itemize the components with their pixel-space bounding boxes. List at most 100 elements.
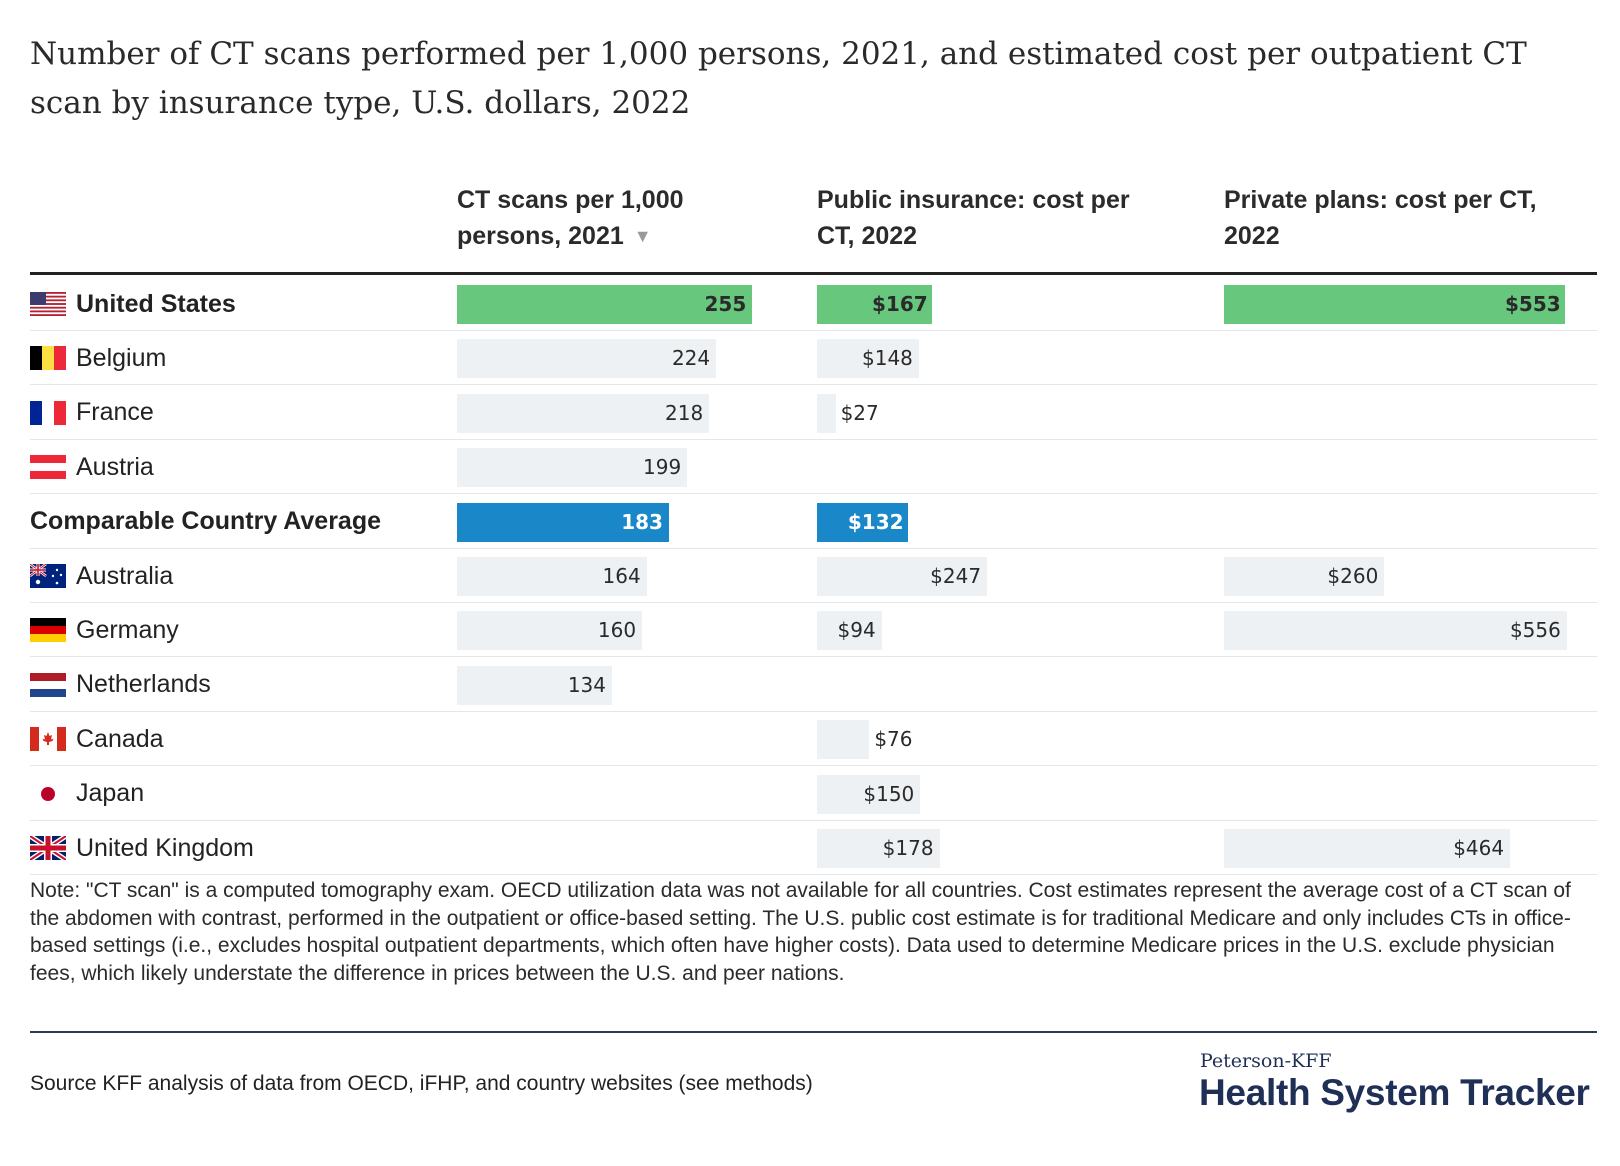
country-name: United States: [76, 289, 236, 318]
country-name: Canada: [76, 724, 164, 753]
public-bar: [817, 393, 836, 433]
public-bar: [817, 285, 932, 324]
public-value-label: $76: [874, 727, 913, 752]
private-value-label: $553: [1505, 292, 1561, 316]
public-value-label: $148: [862, 346, 913, 371]
country-cell: Germany: [30, 603, 179, 657]
france-flag-icon: [30, 400, 66, 425]
country-cell: Canada: [30, 712, 164, 766]
table-row[interactable]: Canada $76: [30, 712, 1597, 767]
table-row[interactable]: United Kingdom $178 $464: [30, 821, 1597, 875]
column-header-scans-line2: persons, 2021: [457, 222, 624, 250]
public-bar: [817, 774, 921, 814]
public-bar: [817, 720, 870, 760]
sort-descending-icon[interactable]: ▼: [633, 226, 652, 246]
header-rule: [30, 272, 1597, 275]
column-header-private-line2: 2022: [1224, 222, 1280, 250]
private-bar: [1224, 557, 1385, 596]
country-name: Australia: [76, 561, 174, 590]
chart-note: Note: "CT scan" is a computed tomography…: [30, 879, 1571, 985]
scans-bar: [457, 393, 710, 433]
chart-title: Number of CT scans performed per 1,000 p…: [30, 36, 1527, 121]
country-cell: Netherlands: [30, 658, 211, 712]
public-value-label: $27: [840, 400, 879, 425]
public-bar: [817, 829, 940, 868]
private-bar: [1224, 285, 1565, 324]
public-value-label: $94: [837, 618, 876, 643]
scans-value-label: 199: [643, 455, 682, 480]
footer-rule: [30, 1031, 1597, 1033]
column-header-public[interactable]: Public insurance: cost per CT, 2022: [817, 182, 1130, 254]
australia-flag-icon: [30, 564, 66, 588]
scans-bar: [457, 285, 752, 324]
country-name: United Kingdom: [76, 833, 254, 862]
table-row[interactable]: Netherlands 134: [30, 658, 1597, 712]
column-header-private-line1: Private plans: cost per CT,: [1224, 186, 1537, 214]
public-bar: [817, 339, 919, 379]
table-row[interactable]: Japan $150: [30, 767, 1597, 821]
country-cell: Belgium: [30, 331, 166, 385]
brand-logo-big: Health System Tracker: [1199, 1072, 1590, 1113]
private-value-label: $464: [1453, 836, 1505, 860]
country-cell: United States: [30, 277, 236, 331]
uk-flag-icon: [30, 836, 66, 860]
scans-bar: [457, 611, 643, 651]
column-header-private[interactable]: Private plans: cost per CT, 2022: [1224, 182, 1537, 254]
scans-value-label: 218: [665, 400, 704, 425]
netherlands-flag-icon: [30, 672, 66, 697]
belgium-flag-icon: [30, 346, 66, 371]
private-bar: [1224, 829, 1511, 868]
scans-value-label: 224: [671, 346, 711, 371]
scans-value-label: 160: [597, 618, 637, 643]
table-row[interactable]: France 218 $27: [30, 386, 1597, 440]
scans-bar: [457, 665, 613, 705]
public-bar: [817, 557, 988, 596]
scans-value-label: 134: [567, 672, 607, 697]
column-header-scans-line1: CT scans per 1,000: [457, 186, 684, 214]
table-row[interactable]: United States 255 $167 $553: [30, 277, 1597, 331]
public-value-label: $150: [863, 781, 915, 806]
public-value-label: $178: [882, 836, 934, 860]
country-cell: Australia: [30, 549, 173, 603]
private-value-label: $556: [1509, 618, 1561, 643]
public-value-label: $167: [872, 292, 928, 316]
public-bar: [817, 611, 882, 651]
country-name: Germany: [76, 615, 179, 644]
public-value-label: $132: [847, 509, 904, 534]
japan-flag-icon: [30, 781, 66, 806]
table-row[interactable]: Comparable Country Average 183 $132: [30, 495, 1597, 549]
country-cell: France: [30, 386, 154, 440]
table-row[interactable]: Australia 164 $247 $260: [30, 549, 1597, 603]
scans-bar: [457, 557, 647, 596]
scans-bar: [457, 502, 669, 542]
column-header-public-line1: Public insurance: cost per: [817, 186, 1130, 214]
scans-bar: [457, 339, 717, 379]
country-name: Netherlands: [76, 670, 211, 699]
private-value-label: $260: [1327, 564, 1379, 588]
country-name: Japan: [76, 779, 145, 808]
austria-flag-icon: [30, 455, 66, 480]
country-cell: Austria: [30, 440, 154, 494]
private-bar: [1224, 611, 1567, 651]
column-header-scans[interactable]: CT scans per 1,000 persons, 2021 ▼: [457, 182, 684, 254]
public-bar: [817, 502, 908, 542]
country-name: Comparable Country Average: [30, 507, 382, 536]
country-name: Belgium: [76, 343, 167, 372]
country-name: France: [76, 398, 154, 427]
source-text: Source KFF analysis of data from OECD, i…: [30, 1072, 813, 1095]
brand-logo-small: Peterson-KFF: [1200, 1050, 1332, 1072]
table-row[interactable]: Belgium 224 $148: [30, 331, 1597, 386]
us-flag-icon: [30, 292, 66, 316]
country-cell: United Kingdom: [30, 821, 254, 875]
table-row[interactable]: Germany 160 $94 $556: [30, 603, 1597, 658]
canada-flag-icon: [30, 727, 66, 752]
scans-bar: [457, 448, 688, 488]
germany-flag-icon: [30, 618, 66, 643]
country-cell: Comparable Country Average: [30, 495, 381, 549]
scans-value-label: 183: [621, 509, 663, 534]
scans-value-label: 164: [602, 564, 641, 588]
table-row[interactable]: Austria 199: [30, 440, 1597, 495]
public-value-label: $247: [930, 564, 982, 588]
scans-value-label: 255: [704, 292, 747, 316]
column-header-public-line2: CT, 2022: [817, 222, 918, 250]
